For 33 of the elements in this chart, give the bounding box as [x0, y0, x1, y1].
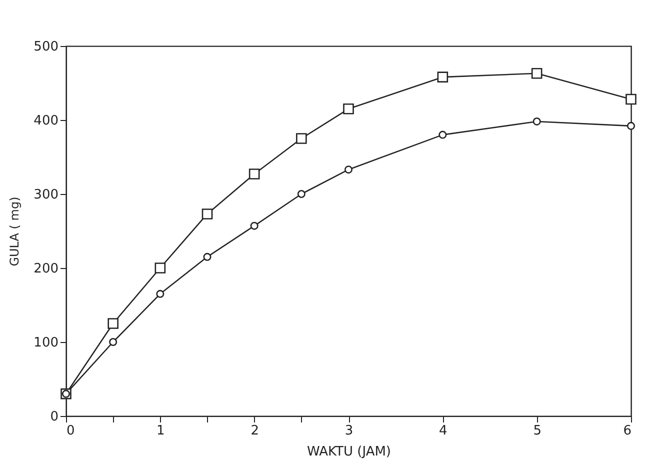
- y-tick-label: 500: [34, 40, 58, 54]
- point: [532, 117, 541, 126]
- x-tick-label: 0: [66, 424, 75, 438]
- point: [248, 168, 260, 180]
- x-axis-title: WAKTU (JAM): [307, 444, 391, 460]
- y-axis-title: GULA ( mg): [8, 196, 22, 266]
- y-tick-label: 300: [34, 188, 58, 202]
- point: [437, 72, 448, 82]
- point: [297, 190, 306, 198]
- point: [250, 222, 258, 230]
- y-tick-label: 400: [34, 114, 58, 128]
- point: [156, 290, 164, 298]
- point: [296, 133, 307, 144]
- point: [343, 104, 354, 114]
- point: [344, 166, 353, 174]
- x-tick-label: 6: [623, 424, 632, 438]
- y-tick-label: 100: [34, 336, 58, 350]
- point: [531, 68, 542, 79]
- x-tick-label: 5: [533, 424, 542, 438]
- y-tick-label: 200: [34, 262, 58, 276]
- x-tick-label: 3: [344, 424, 354, 438]
- point: [626, 122, 636, 130]
- x-tick-label: 1: [156, 424, 165, 438]
- x-tick-label: 4: [439, 424, 448, 438]
- point: [203, 252, 212, 261]
- point: [202, 208, 213, 220]
- point: [108, 318, 118, 329]
- point: [626, 94, 636, 105]
- y-tick-label: 0: [50, 410, 58, 424]
- x-tick-label: 2: [250, 424, 259, 438]
- point: [438, 130, 447, 139]
- point: [154, 262, 166, 274]
- point: [109, 338, 118, 346]
